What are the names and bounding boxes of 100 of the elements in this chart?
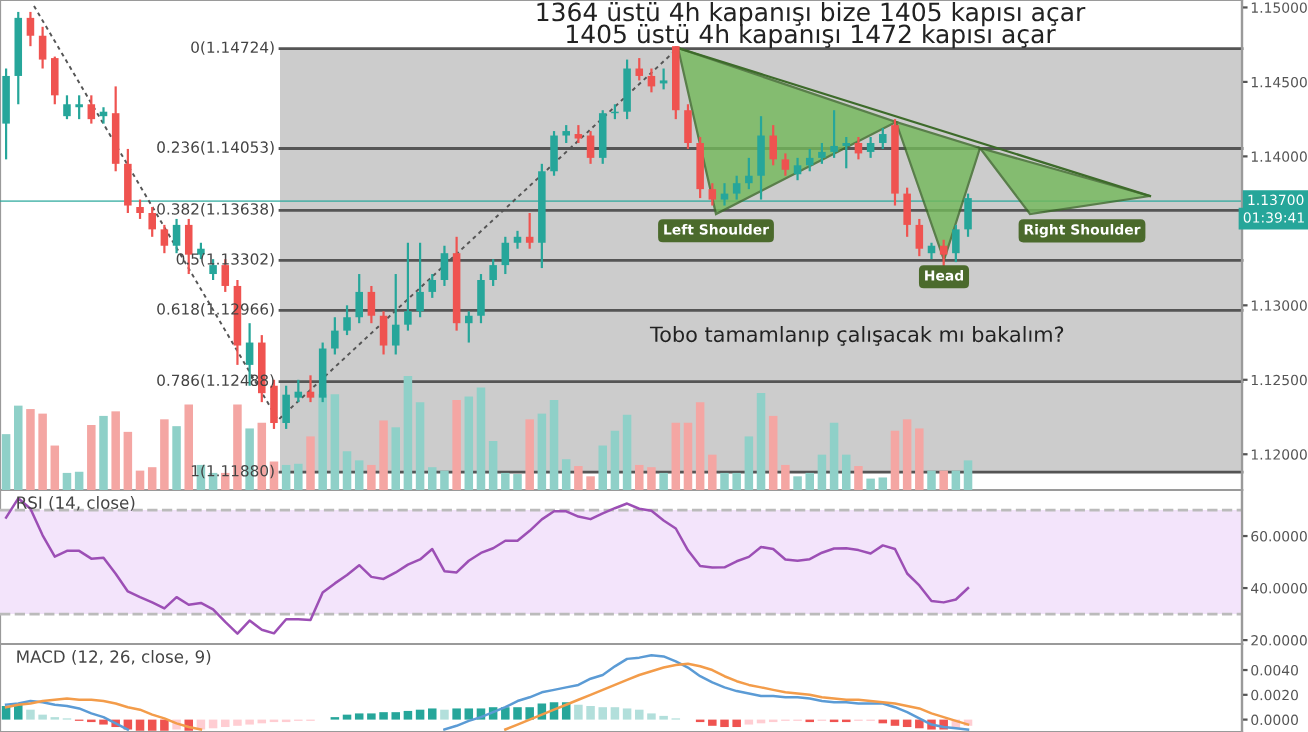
candlestick xyxy=(63,94,71,121)
bar xyxy=(464,396,474,490)
bar xyxy=(62,472,72,490)
candlestick xyxy=(465,310,473,344)
bar xyxy=(452,708,461,720)
bar xyxy=(476,387,486,490)
bar xyxy=(354,713,364,720)
bar xyxy=(1,434,11,490)
candlestick xyxy=(282,384,290,431)
bar xyxy=(854,466,863,490)
bar xyxy=(951,470,961,490)
candlestick xyxy=(87,94,96,125)
candlestick xyxy=(525,211,534,250)
bar xyxy=(403,710,413,720)
candlestick xyxy=(879,126,887,151)
candlestick xyxy=(586,129,595,165)
bar xyxy=(622,414,632,490)
bar xyxy=(890,430,900,490)
bar xyxy=(708,454,717,490)
bar xyxy=(403,376,413,490)
candlestick xyxy=(331,316,339,356)
candlestick xyxy=(659,67,668,91)
candlestick xyxy=(477,272,485,325)
bar xyxy=(561,459,571,490)
bar xyxy=(123,431,133,490)
bar xyxy=(866,478,875,490)
candlestick xyxy=(75,94,83,121)
candlestick xyxy=(306,374,315,404)
candlestick xyxy=(513,229,522,250)
candlestick xyxy=(391,272,400,356)
bar xyxy=(488,440,498,490)
bar xyxy=(452,399,461,490)
bar xyxy=(330,394,340,490)
candlestick xyxy=(440,244,449,288)
candlestick xyxy=(489,258,497,288)
bar xyxy=(817,454,827,490)
bar xyxy=(890,719,900,726)
bar xyxy=(683,422,693,490)
candlestick xyxy=(720,182,729,207)
candlestick xyxy=(38,25,47,70)
bar xyxy=(842,454,851,490)
bar xyxy=(147,467,157,490)
candlestick xyxy=(684,103,692,151)
bar xyxy=(281,464,291,490)
chart-title: MACD (12, 26, close, 9) xyxy=(17,650,211,665)
bar xyxy=(829,422,839,490)
bar xyxy=(160,719,169,731)
bar xyxy=(342,714,352,720)
candlestick xyxy=(830,109,838,159)
bar xyxy=(744,719,754,725)
candlestick xyxy=(598,109,607,165)
candlestick xyxy=(416,241,424,319)
bar xyxy=(14,405,23,490)
candlestick xyxy=(952,223,960,264)
candlestick xyxy=(866,135,875,159)
bar xyxy=(354,460,364,490)
line-series xyxy=(4,497,970,635)
bar xyxy=(306,436,315,490)
candlestick xyxy=(501,235,510,276)
candlestick xyxy=(745,156,753,191)
bar xyxy=(14,704,23,720)
bar xyxy=(99,415,108,490)
candlestick xyxy=(148,205,156,238)
candlestick xyxy=(294,378,303,404)
bar xyxy=(464,708,474,720)
bar xyxy=(135,719,145,731)
bar xyxy=(111,411,120,490)
bar xyxy=(768,415,778,490)
bar xyxy=(160,419,169,490)
candlestick xyxy=(51,55,59,106)
bar xyxy=(610,707,620,720)
bar xyxy=(878,477,888,490)
candlestick xyxy=(379,310,388,356)
bar xyxy=(781,464,790,490)
bar xyxy=(391,427,400,490)
candlestick xyxy=(732,174,741,201)
bar xyxy=(756,393,766,490)
candlestick xyxy=(842,135,851,170)
annotation: 1364 üstü 4h kapanışı bize 1405 kapısı açar xyxy=(537,2,1086,27)
candlestick xyxy=(428,272,437,299)
bar xyxy=(135,470,145,490)
bar xyxy=(294,463,303,490)
bar xyxy=(440,709,449,720)
bar xyxy=(695,402,705,490)
candlestick xyxy=(550,129,558,177)
bar xyxy=(525,419,534,490)
candlestick xyxy=(915,217,924,258)
bar xyxy=(622,708,632,720)
candlestick xyxy=(696,135,704,200)
bar xyxy=(87,425,96,490)
candlestick xyxy=(708,182,717,207)
bar xyxy=(428,708,437,720)
bar xyxy=(963,460,973,490)
candlestick xyxy=(805,147,814,173)
candlestick xyxy=(623,58,631,121)
candlestick xyxy=(2,67,10,161)
candlestick xyxy=(343,304,351,337)
bar xyxy=(939,470,948,490)
annotation: 1405 üstü 4h kapanışı 1472 kapısı açar xyxy=(567,24,1056,49)
candlestick xyxy=(635,56,644,82)
